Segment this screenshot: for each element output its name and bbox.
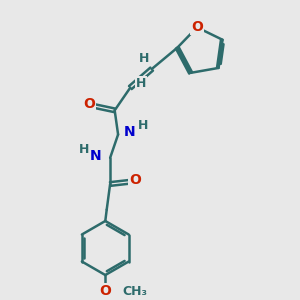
Text: H: H	[138, 118, 148, 132]
Text: N: N	[124, 125, 136, 139]
Text: O: O	[191, 20, 203, 34]
Text: H: H	[79, 143, 89, 156]
Text: H: H	[136, 77, 146, 90]
Text: CH₃: CH₃	[122, 285, 147, 298]
Text: O: O	[99, 284, 111, 298]
Text: H: H	[139, 52, 149, 65]
Text: O: O	[129, 173, 141, 187]
Text: N: N	[90, 149, 102, 164]
Text: O: O	[83, 97, 95, 111]
